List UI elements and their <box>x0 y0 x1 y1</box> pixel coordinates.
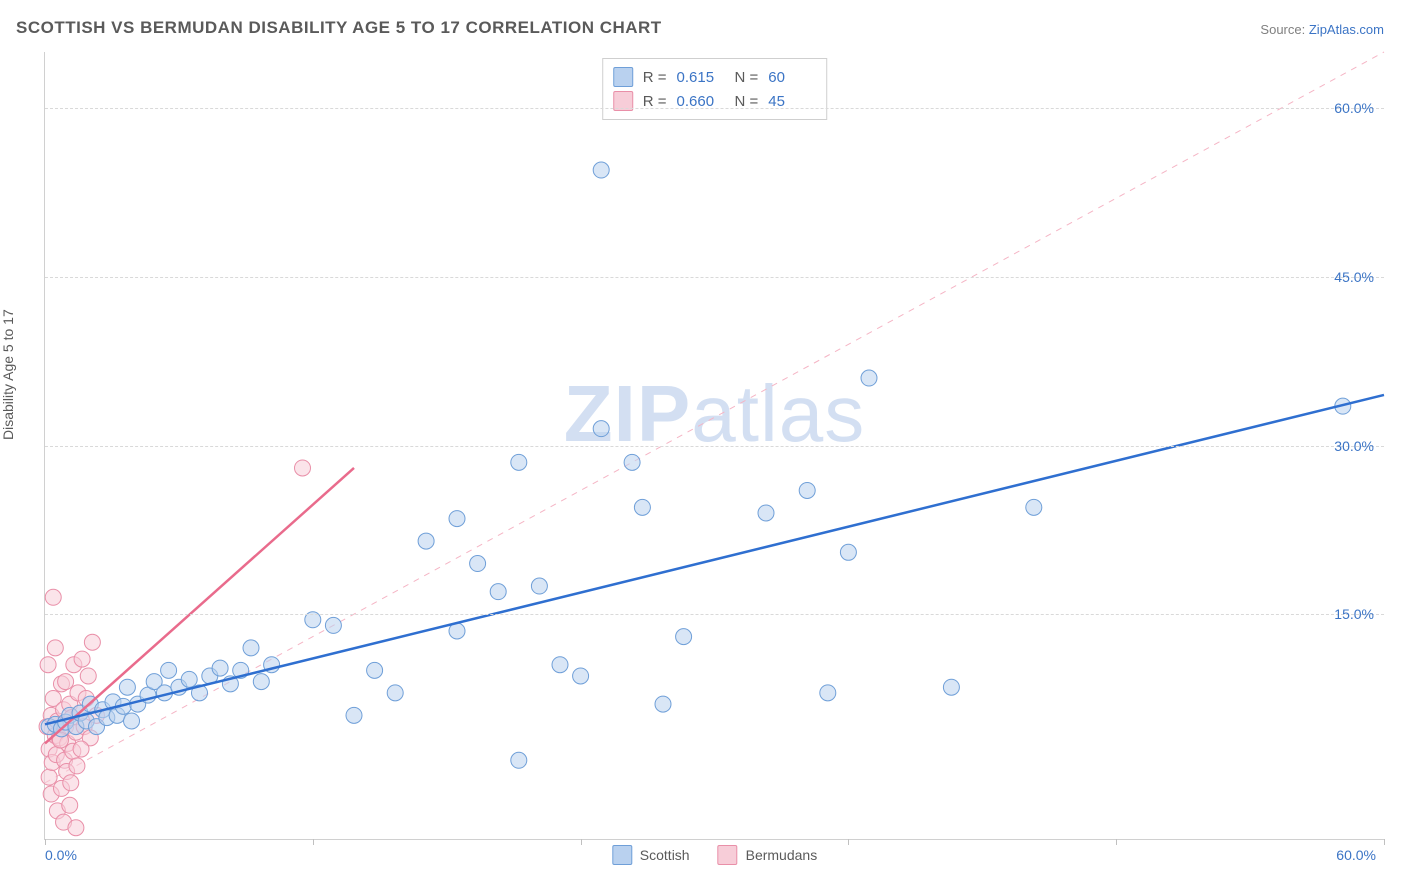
point-scottish <box>552 657 568 673</box>
point-scottish <box>161 662 177 678</box>
point-scottish <box>387 685 403 701</box>
point-scottish <box>511 454 527 470</box>
swatch-scottish <box>613 67 633 87</box>
point-scottish <box>655 696 671 712</box>
point-scottish <box>124 713 140 729</box>
r-label: R = <box>643 69 667 86</box>
point-scottish <box>449 511 465 527</box>
point-scottish <box>943 679 959 695</box>
point-bermudans <box>74 651 90 667</box>
x-tick <box>1384 839 1385 845</box>
gridline <box>45 277 1384 278</box>
r-value-scottish: 0.615 <box>677 69 725 86</box>
trendline-scottish <box>45 395 1384 724</box>
point-bermudans <box>58 674 74 690</box>
point-bermudans <box>84 634 100 650</box>
point-scottish <box>470 556 486 572</box>
x-tick <box>313 839 314 845</box>
point-scottish <box>573 668 589 684</box>
source-link[interactable]: ZipAtlas.com <box>1309 22 1384 37</box>
point-bermudans <box>295 460 311 476</box>
point-scottish <box>511 752 527 768</box>
legend-row-scottish: R = 0.615 N = 60 <box>613 65 817 89</box>
point-scottish <box>367 662 383 678</box>
gridline <box>45 614 1384 615</box>
point-scottish <box>820 685 836 701</box>
plot-area: ZIPatlas R = 0.615 N = 60 R = 0.660 N = … <box>44 52 1384 840</box>
x-axis-min: 0.0% <box>45 847 77 863</box>
point-bermudans <box>63 775 79 791</box>
point-bermudans <box>40 657 56 673</box>
gridline <box>45 446 1384 447</box>
n-label: N = <box>735 69 759 86</box>
x-tick <box>848 839 849 845</box>
series-legend: Scottish Bermudans <box>612 845 817 865</box>
point-scottish <box>253 674 269 690</box>
gridline <box>45 108 1384 109</box>
source-label: Source: <box>1260 22 1305 37</box>
chart-frame: SCOTTISH VS BERMUDAN DISABILITY AGE 5 TO… <box>0 0 1406 892</box>
n-value-bermudans: 45 <box>768 93 816 110</box>
legend-row-bermudans: R = 0.660 N = 45 <box>613 89 817 113</box>
point-scottish <box>181 671 197 687</box>
x-tick <box>1116 839 1117 845</box>
chart-title: SCOTTISH VS BERMUDAN DISABILITY AGE 5 TO… <box>16 18 662 38</box>
correlation-legend: R = 0.615 N = 60 R = 0.660 N = 45 <box>602 58 828 120</box>
point-scottish <box>490 584 506 600</box>
point-scottish <box>676 629 692 645</box>
point-scottish <box>531 578 547 594</box>
point-scottish <box>119 679 135 695</box>
point-scottish <box>325 617 341 633</box>
legend-item-scottish: Scottish <box>612 845 690 865</box>
point-scottish <box>634 499 650 515</box>
legend-item-bermudans: Bermudans <box>718 845 818 865</box>
swatch-scottish <box>612 845 632 865</box>
point-bermudans <box>41 769 57 785</box>
x-axis-max: 60.0% <box>1336 847 1376 863</box>
point-scottish <box>212 660 228 676</box>
point-bermudans <box>68 820 84 836</box>
point-scottish <box>840 544 856 560</box>
point-bermudans <box>80 668 96 684</box>
y-tick-label: 30.0% <box>1334 438 1374 454</box>
point-scottish <box>1026 499 1042 515</box>
point-bermudans <box>73 741 89 757</box>
x-tick <box>581 839 582 845</box>
r-label: R = <box>643 93 667 110</box>
point-bermudans <box>62 797 78 813</box>
point-scottish <box>799 482 815 498</box>
n-value-scottish: 60 <box>768 69 816 86</box>
point-scottish <box>861 370 877 386</box>
y-axis-label: Disability Age 5 to 17 <box>0 309 16 440</box>
y-tick-label: 15.0% <box>1334 606 1374 622</box>
point-bermudans <box>47 640 63 656</box>
n-label: N = <box>735 93 759 110</box>
source-credit: Source: ZipAtlas.com <box>1260 22 1384 37</box>
point-scottish <box>593 162 609 178</box>
x-tick <box>45 839 46 845</box>
r-value-bermudans: 0.660 <box>677 93 725 110</box>
swatch-bermudans <box>718 845 738 865</box>
point-scottish <box>418 533 434 549</box>
legend-label-bermudans: Bermudans <box>746 847 818 863</box>
point-scottish <box>346 707 362 723</box>
legend-label-scottish: Scottish <box>640 847 690 863</box>
point-scottish <box>624 454 640 470</box>
trendline-bermudans <box>45 468 354 743</box>
point-scottish <box>243 640 259 656</box>
point-scottish <box>758 505 774 521</box>
y-tick-label: 45.0% <box>1334 269 1374 285</box>
point-bermudans <box>45 589 61 605</box>
point-scottish <box>593 421 609 437</box>
y-tick-label: 60.0% <box>1334 100 1374 116</box>
point-bermudans <box>69 758 85 774</box>
